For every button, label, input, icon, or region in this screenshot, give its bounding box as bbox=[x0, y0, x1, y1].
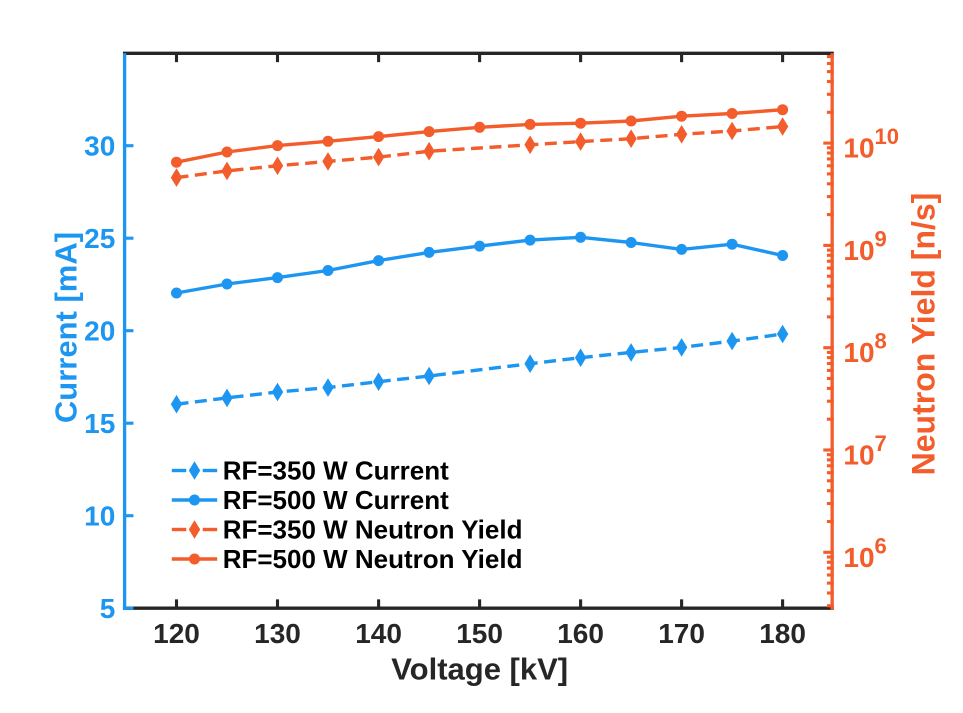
svg-text:RF=350 W Current: RF=350 W Current bbox=[223, 456, 449, 486]
svg-text:5: 5 bbox=[100, 593, 116, 624]
svg-text:120: 120 bbox=[153, 618, 200, 649]
svg-text:20: 20 bbox=[84, 315, 115, 346]
svg-text:RF=500 W Current: RF=500 W Current bbox=[223, 485, 449, 515]
svg-text:Neutron Yield [n/s]: Neutron Yield [n/s] bbox=[906, 193, 942, 476]
svg-text:RF=500 W Neutron Yield: RF=500 W Neutron Yield bbox=[223, 544, 523, 574]
svg-text:Current [mA]: Current [mA] bbox=[48, 232, 83, 423]
svg-text:170: 170 bbox=[658, 618, 705, 649]
svg-text:160: 160 bbox=[557, 618, 604, 649]
svg-text:10: 10 bbox=[84, 500, 115, 531]
svg-text:180: 180 bbox=[759, 618, 806, 649]
svg-text:25: 25 bbox=[84, 223, 115, 254]
svg-text:150: 150 bbox=[456, 618, 503, 649]
svg-text:130: 130 bbox=[254, 618, 301, 649]
svg-text:140: 140 bbox=[355, 618, 402, 649]
svg-text:RF=350 W Neutron Yield: RF=350 W Neutron Yield bbox=[223, 515, 523, 545]
svg-text:Voltage [kV]: Voltage [kV] bbox=[391, 652, 568, 687]
svg-text:30: 30 bbox=[84, 130, 115, 161]
svg-text:15: 15 bbox=[84, 408, 115, 439]
